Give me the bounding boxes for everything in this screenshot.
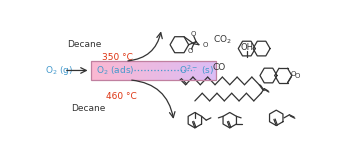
Bar (129, 61, 130, 80)
Bar (186, 61, 188, 80)
Bar (208, 61, 210, 80)
Bar (152, 61, 154, 80)
Text: O: O (188, 49, 194, 54)
Bar (132, 61, 133, 80)
Bar (161, 61, 163, 80)
Bar (127, 61, 129, 80)
Bar (144, 61, 146, 80)
Bar (149, 61, 150, 80)
Bar (99, 61, 100, 80)
Bar (191, 61, 193, 80)
Bar (194, 61, 196, 80)
Bar (174, 61, 175, 80)
Bar (185, 61, 186, 80)
Bar (166, 61, 168, 80)
Bar (122, 61, 124, 80)
Bar (143, 61, 144, 80)
Bar (183, 61, 185, 80)
Bar (105, 61, 107, 80)
Text: Decane: Decane (67, 40, 101, 49)
Bar (206, 61, 208, 80)
Bar (136, 61, 138, 80)
Bar (203, 61, 205, 80)
Bar (180, 61, 182, 80)
Bar (213, 61, 215, 80)
Bar (91, 61, 93, 80)
Bar (119, 61, 121, 80)
Text: O: O (203, 42, 208, 48)
Bar (154, 61, 155, 80)
Bar (146, 61, 147, 80)
Bar (157, 61, 158, 80)
Bar (193, 61, 194, 80)
Bar (215, 61, 216, 80)
Text: 460 °C: 460 °C (106, 92, 136, 101)
Bar (210, 61, 211, 80)
Bar (160, 61, 161, 80)
Text: O: O (290, 71, 296, 77)
Bar (175, 61, 177, 80)
Bar (110, 61, 112, 80)
Bar (168, 61, 169, 80)
Bar (188, 61, 189, 80)
Bar (171, 61, 172, 80)
Bar (140, 61, 141, 80)
Text: O: O (190, 31, 196, 37)
Text: $\mathregular{CO_2}$: $\mathregular{CO_2}$ (213, 33, 232, 46)
Bar (155, 61, 157, 80)
Bar (172, 61, 174, 80)
Bar (163, 61, 164, 80)
Text: CO: CO (213, 63, 226, 72)
Text: OH: OH (240, 43, 253, 52)
Bar (118, 61, 119, 80)
Bar (133, 61, 135, 80)
Bar (135, 61, 136, 80)
Bar (121, 61, 122, 80)
Bar (91, 61, 216, 80)
Bar (211, 61, 213, 80)
Bar (96, 61, 97, 80)
Bar (113, 61, 114, 80)
Bar (124, 61, 126, 80)
Text: O: O (295, 73, 300, 78)
Bar (102, 61, 104, 80)
Text: $\mathregular{O^{2-}}$ (s): $\mathregular{O^{2-}}$ (s) (179, 64, 214, 77)
Bar (178, 61, 180, 80)
Text: 350 °C: 350 °C (102, 53, 133, 62)
Bar (108, 61, 110, 80)
Bar (126, 61, 127, 80)
Bar (199, 61, 201, 80)
Bar (138, 61, 140, 80)
Text: $\mathregular{O_2}$ (ads): $\mathregular{O_2}$ (ads) (96, 64, 134, 77)
Bar (100, 61, 102, 80)
Bar (197, 61, 199, 80)
Bar (107, 61, 108, 80)
Bar (202, 61, 203, 80)
Bar (196, 61, 197, 80)
Bar (94, 61, 96, 80)
Bar (169, 61, 171, 80)
Bar (150, 61, 152, 80)
Bar (114, 61, 116, 80)
Bar (130, 61, 132, 80)
Text: $\mathregular{O_2}$ (g): $\mathregular{O_2}$ (g) (45, 64, 74, 77)
Bar (97, 61, 99, 80)
Bar (112, 61, 113, 80)
Text: Decane: Decane (71, 104, 106, 113)
Bar (189, 61, 191, 80)
Bar (177, 61, 178, 80)
Bar (205, 61, 206, 80)
Bar (116, 61, 118, 80)
Bar (182, 61, 183, 80)
Bar (201, 61, 202, 80)
Bar (141, 61, 143, 80)
Bar (147, 61, 149, 80)
Bar (164, 61, 166, 80)
Bar (93, 61, 94, 80)
Bar (158, 61, 160, 80)
Bar (104, 61, 105, 80)
